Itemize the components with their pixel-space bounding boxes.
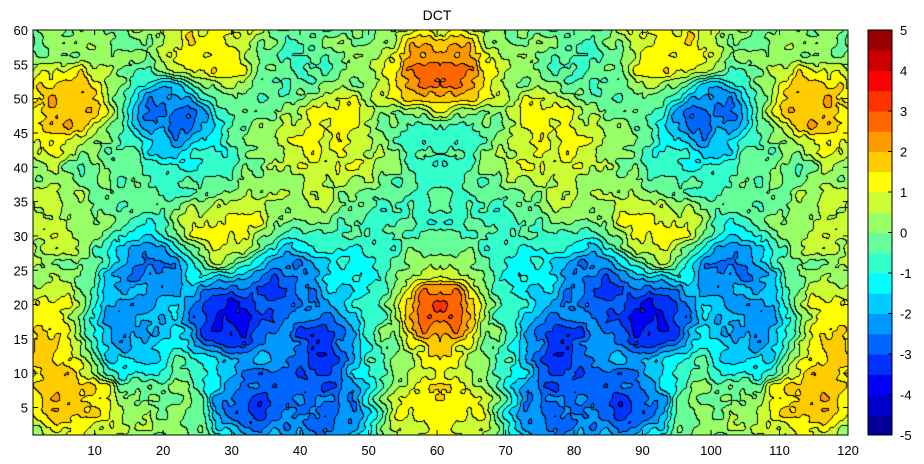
colorbar-band [868, 151, 892, 173]
colorbar-band [868, 171, 892, 193]
colorbar-tick-label: 1 [900, 185, 907, 200]
colorbar-tick-label: -1 [900, 266, 912, 281]
colorbar-band [868, 30, 892, 51]
colorbar-band [868, 192, 892, 213]
colorbar-band [868, 414, 892, 436]
colorbar-tick-label: 2 [900, 145, 907, 160]
x-axis: 10 20 30 40 50 60 70 80 90 100 110 120 [87, 30, 859, 458]
x-tick-label: 50 [361, 443, 375, 458]
x-tick-label: 110 [769, 443, 790, 458]
y-tick-label: 50 [14, 92, 28, 107]
colorbar-bands [868, 30, 892, 436]
x-tick-label: 80 [567, 443, 581, 458]
colorbar-band [868, 212, 892, 233]
y-tick-label: 30 [14, 229, 28, 244]
colorbar-tick-label: 5 [900, 23, 907, 38]
colorbar-ticks: 5 4 3 2 1 0 -1 -2 -3 -4 -5 [888, 23, 912, 443]
colorbar-band [868, 252, 892, 274]
x-tick-label: 30 [224, 443, 238, 458]
colorbar-tick-label: -3 [900, 347, 912, 362]
colorbar: 5 4 3 2 1 0 -1 -2 -3 -4 -5 [867, 23, 912, 443]
y-tick-label: 35 [14, 195, 28, 210]
colorbar-tick-label: 4 [900, 64, 907, 79]
x-tick-label: 90 [635, 443, 649, 458]
chart-title: DCT [423, 7, 452, 23]
y-tick-label: 55 [14, 57, 28, 72]
colorbar-band [868, 333, 892, 355]
colorbar-tick-label: -5 [900, 428, 912, 443]
colorbar-tick-label: 0 [900, 226, 907, 241]
colorbar-band [868, 50, 892, 71]
colorbar-band [868, 131, 892, 152]
y-tick-label: 15 [14, 332, 28, 347]
y-tick-label: 20 [14, 298, 28, 313]
colorbar-band [868, 293, 892, 314]
y-axis: 5 10 15 20 25 30 35 40 45 50 55 60 [14, 23, 848, 416]
y-tick-label: 60 [14, 23, 28, 38]
plot-frame [32, 29, 849, 436]
colorbar-band [868, 273, 892, 294]
colorbar-band [868, 90, 892, 112]
colorbar-band [868, 374, 892, 395]
colorbar-band [868, 354, 892, 375]
colorbar-tick-label: -4 [900, 388, 912, 403]
x-tick-label: 40 [293, 443, 307, 458]
colorbar-band [868, 111, 892, 132]
y-tick-label: 45 [14, 126, 28, 141]
contour-field [33, 30, 848, 435]
colorbar-band [868, 70, 892, 92]
y-tick-label: 10 [14, 366, 28, 381]
x-tick-label: 20 [156, 443, 170, 458]
y-tick-label: 25 [14, 263, 28, 278]
x-tick-label: 10 [87, 443, 101, 458]
plot-area: 10 20 30 40 50 60 70 80 90 100 110 120 5 10 15 20 25 30 3… [14, 23, 859, 458]
colorbar-tick-label: 3 [900, 104, 907, 119]
colorbar-band [868, 394, 892, 416]
x-tick-label: 70 [498, 443, 512, 458]
colorbar-band [868, 232, 892, 254]
colorbar-tick-label: -2 [900, 307, 912, 322]
x-tick-label: 60 [430, 443, 444, 458]
y-tick-label: 5 [21, 401, 28, 416]
colorbar-band [868, 313, 892, 335]
x-tick-label: 100 [700, 443, 722, 458]
y-tick-label: 40 [14, 160, 28, 175]
x-tick-label: 120 [837, 443, 859, 458]
